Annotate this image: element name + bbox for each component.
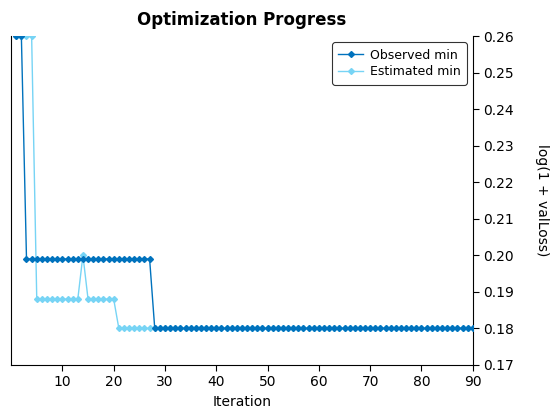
Estimated min — [408, 326, 414, 331]
Legend: Observed min, Estimated min: Observed min, Estimated min — [332, 42, 466, 85]
Estimated min — [336, 326, 343, 331]
Observed min — [13, 34, 20, 39]
Observed min — [336, 326, 343, 331]
Estimated min — [469, 326, 476, 331]
Title: Optimization Progress: Optimization Progress — [137, 11, 347, 29]
Observed min — [156, 326, 163, 331]
Estimated min — [115, 326, 122, 331]
Estimated min — [156, 326, 163, 331]
X-axis label: Iteration: Iteration — [212, 395, 272, 409]
Observed min — [454, 326, 461, 331]
Observed min — [469, 326, 476, 331]
Estimated min — [74, 297, 81, 302]
Observed min — [74, 257, 81, 262]
Observed min — [408, 326, 414, 331]
Y-axis label: log(1 + valLoss): log(1 + valLoss) — [535, 144, 549, 257]
Estimated min — [454, 326, 461, 331]
Observed min — [398, 326, 404, 331]
Line: Observed min: Observed min — [14, 34, 475, 331]
Observed min — [151, 326, 158, 331]
Line: Estimated min: Estimated min — [14, 34, 475, 331]
Estimated min — [398, 326, 404, 331]
Estimated min — [13, 34, 20, 39]
